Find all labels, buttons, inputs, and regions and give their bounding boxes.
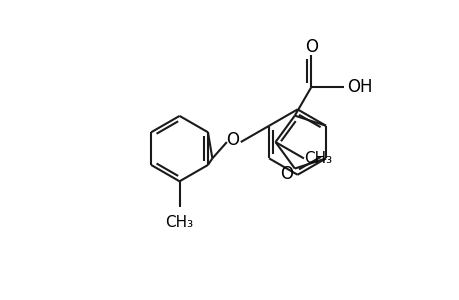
- Text: CH₃: CH₃: [165, 215, 193, 230]
- Text: O: O: [226, 131, 239, 149]
- Text: CH₃: CH₃: [303, 151, 331, 166]
- Text: O: O: [304, 38, 317, 56]
- Text: OH: OH: [347, 78, 372, 96]
- Text: O: O: [280, 166, 293, 184]
